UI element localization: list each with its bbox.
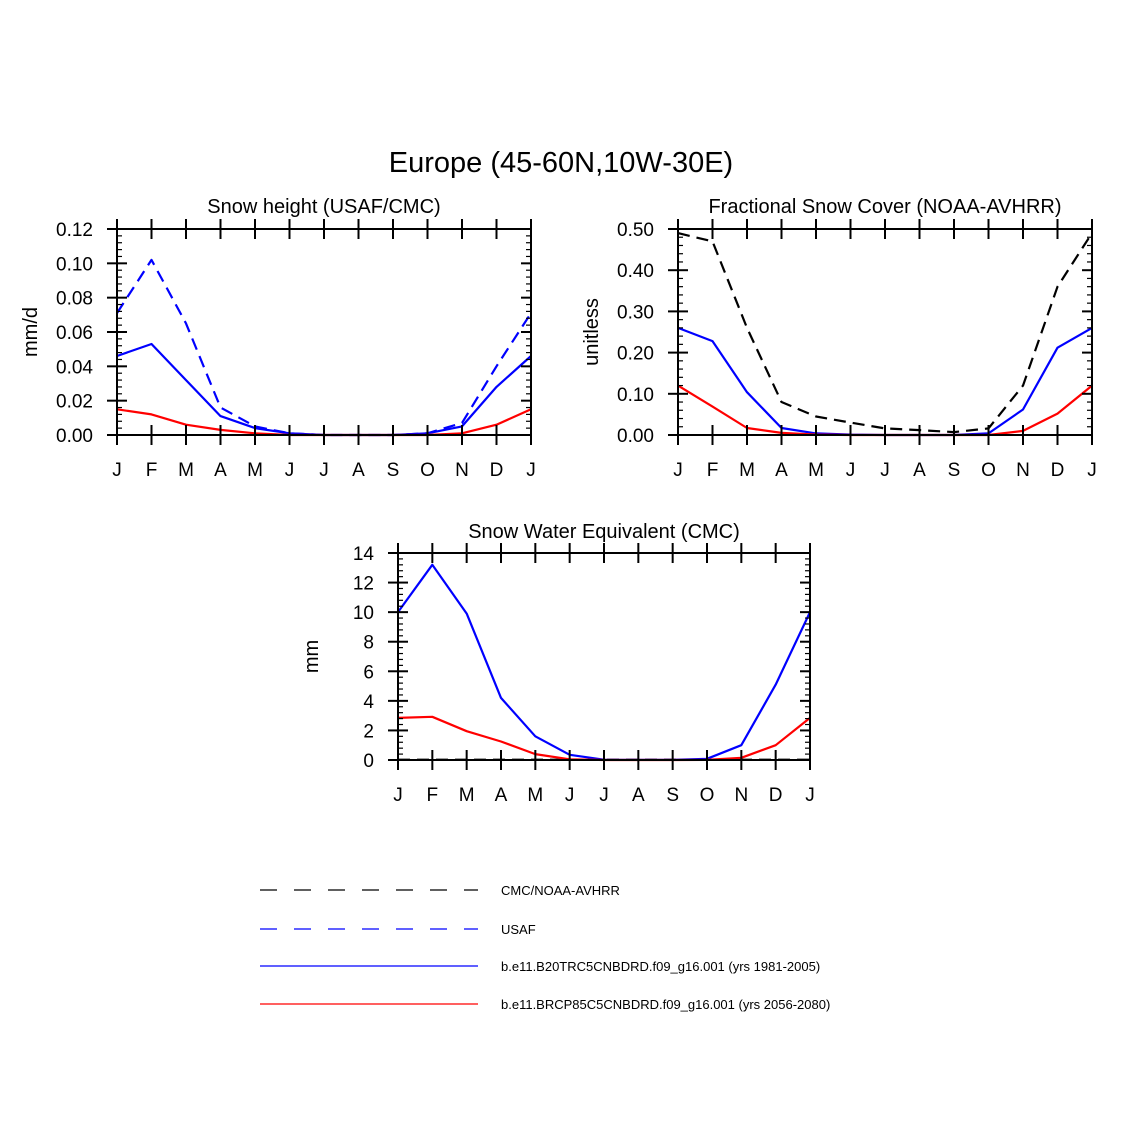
legend: CMC/NOAA-AVHRR USAF b.e11.B20TRC5CNBDRD.f0… — [260, 883, 830, 1012]
chart-panels: Snow height (USAF/CMC) mm/d 0.00 0.02 0.04 0.… — [20, 196, 1097, 806]
y-tick-label: 0.00 — [617, 426, 654, 447]
legend-item-3: b.e11.B20TRC5CNBDRD.f09_g16.001 (yrs 198… — [260, 959, 820, 974]
y-tick-label: 0.00 — [56, 426, 93, 447]
series-line-2 — [116, 342, 532, 437]
x-tick-label: M — [178, 460, 194, 481]
y-tick-label: 8 — [363, 633, 374, 654]
x-tick-label: A — [352, 460, 365, 481]
series-line-1 — [677, 232, 1093, 434]
legend-label: b.e11.BRCP85C5CNBDRD.f09_g16.001 (yrs 20… — [501, 997, 830, 1012]
x-tick-label: M — [247, 460, 263, 481]
x-tick-label: O — [420, 460, 435, 481]
series-line-2 — [677, 326, 1093, 437]
y-tick-label: 12 — [353, 574, 374, 595]
legend-label: CMC/NOAA-AVHRR — [501, 883, 620, 898]
x-tick-label: N — [1016, 460, 1030, 481]
legend-item-2: USAF — [260, 922, 536, 937]
figure-title: Europe (45-60N,10W-30E) — [389, 147, 733, 179]
y-tick-label: 0.40 — [617, 261, 654, 282]
x-tick-label: A — [214, 460, 227, 481]
x-tick-label: J — [526, 460, 536, 481]
y-tick-label: 0.08 — [56, 289, 93, 310]
plot-frame — [116, 228, 532, 436]
chart-panel-3: Snow Water Equivalent (CMC) mm 0 2 4 6 8 10 12 14… — [301, 521, 815, 806]
y-tick-label: 0.12 — [56, 220, 93, 241]
x-tick-label: F — [427, 785, 439, 806]
x-tick-label: A — [632, 785, 645, 806]
x-tick-label: J — [880, 460, 890, 481]
series-line-2 — [397, 563, 811, 762]
y-tick-label: 4 — [363, 692, 374, 713]
x-tick-label: S — [948, 460, 961, 481]
y-tick-label: 0.50 — [617, 220, 654, 241]
chart-panel-2: Fractional Snow Cover (NOAA-AVHRR) unitle… — [581, 196, 1097, 481]
y-tick-label: 0.20 — [617, 344, 654, 365]
x-tick-label: J — [599, 785, 609, 806]
y-tick-label: 0.10 — [617, 385, 654, 406]
series-line-1 — [116, 258, 532, 437]
y-axis-label: mm/d — [20, 307, 42, 357]
chart-title: Snow height (USAF/CMC) — [207, 196, 440, 218]
x-tick-label: A — [913, 460, 926, 481]
x-tick-label: J — [846, 460, 856, 481]
x-tick-label: D — [769, 785, 783, 806]
legend-label: b.e11.B20TRC5CNBDRD.f09_g16.001 (yrs 198… — [501, 959, 820, 974]
x-tick-label: D — [1051, 460, 1065, 481]
y-tick-label: 0.10 — [56, 254, 93, 275]
legend-label: USAF — [501, 922, 536, 937]
x-tick-label: N — [455, 460, 469, 481]
y-tick-label: 6 — [363, 662, 374, 683]
x-tick-label: A — [495, 785, 508, 806]
x-tick-label: A — [775, 460, 788, 481]
legend-item-1: CMC/NOAA-AVHRR — [260, 883, 620, 898]
y-tick-label: 10 — [353, 603, 374, 624]
x-tick-label: J — [285, 460, 295, 481]
x-tick-label: M — [808, 460, 824, 481]
x-tick-label: O — [700, 785, 715, 806]
x-tick-label: D — [490, 460, 504, 481]
x-tick-label: S — [666, 785, 679, 806]
y-tick-label: 0.02 — [56, 392, 93, 413]
x-tick-label: S — [387, 460, 400, 481]
x-tick-label: J — [112, 460, 122, 481]
x-tick-label: J — [673, 460, 683, 481]
x-tick-label: N — [734, 785, 748, 806]
y-tick-label: 0.30 — [617, 302, 654, 323]
x-tick-label: M — [527, 785, 543, 806]
y-axis-label: mm — [301, 640, 323, 673]
x-tick-label: F — [707, 460, 719, 481]
x-tick-label: J — [805, 785, 815, 806]
x-tick-label: J — [393, 785, 403, 806]
chart-panel-1: Snow height (USAF/CMC) mm/d 0.00 0.02 0.04 0.… — [20, 196, 536, 481]
plot-frame — [677, 228, 1093, 436]
y-tick-label: 0.04 — [56, 357, 93, 378]
x-tick-label: J — [319, 460, 329, 481]
x-tick-label: M — [459, 785, 475, 806]
y-axis-label: unitless — [581, 298, 603, 366]
x-tick-label: J — [1087, 460, 1097, 481]
y-tick-label: 0 — [363, 751, 374, 772]
chart-title: Snow Water Equivalent (CMC) — [468, 521, 740, 543]
legend-item-4: b.e11.BRCP85C5CNBDRD.f09_g16.001 (yrs 20… — [260, 997, 830, 1012]
x-tick-label: J — [565, 785, 575, 806]
chart-title: Fractional Snow Cover (NOAA-AVHRR) — [708, 196, 1061, 218]
y-tick-label: 2 — [363, 721, 374, 742]
x-tick-label: O — [981, 460, 996, 481]
x-tick-label: F — [146, 460, 158, 481]
y-tick-label: 0.06 — [56, 323, 93, 344]
x-tick-label: M — [739, 460, 755, 481]
y-tick-label: 14 — [353, 544, 375, 565]
